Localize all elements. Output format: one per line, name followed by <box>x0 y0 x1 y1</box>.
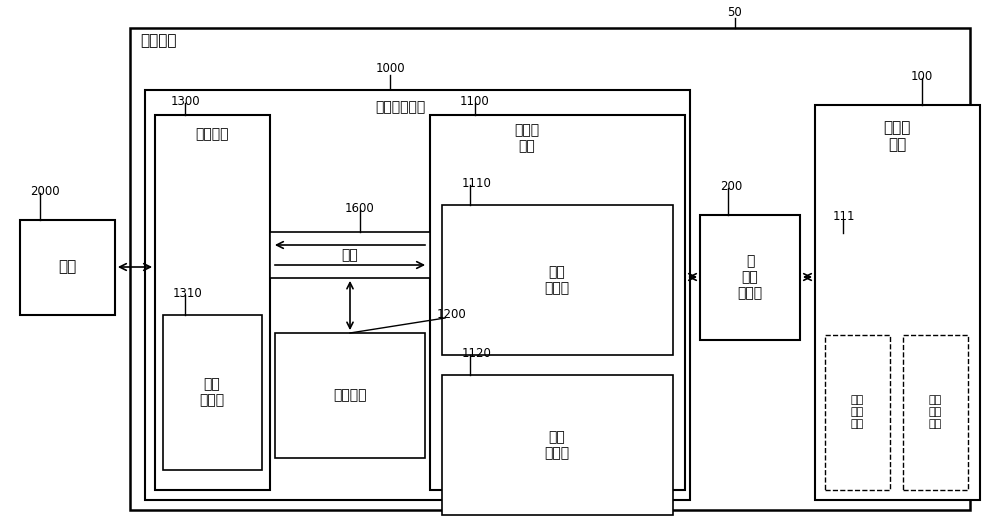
Text: 数据
编码器: 数据 编码器 <box>544 265 570 295</box>
Bar <box>903 335 968 490</box>
Bar <box>442 205 673 355</box>
Text: 总线: 总线 <box>342 248 358 262</box>
Text: 存储器控制器: 存储器控制器 <box>375 100 425 114</box>
Text: 1120: 1120 <box>462 347 492 360</box>
Bar <box>275 333 425 458</box>
Text: 失败
位线
信息: 失败 位线 信息 <box>928 396 942 429</box>
Text: 存储器
接口: 存储器 接口 <box>514 123 540 153</box>
Bar <box>130 28 970 510</box>
Text: 111: 111 <box>833 210 856 223</box>
Bar <box>270 232 430 278</box>
Text: 2000: 2000 <box>30 185 60 198</box>
Text: 1000: 1000 <box>375 62 405 75</box>
Text: 1600: 1600 <box>345 202 375 215</box>
Text: 存储器
装置: 存储器 装置 <box>883 120 911 153</box>
Text: 存储装置: 存储装置 <box>140 33 176 48</box>
Bar <box>145 90 690 500</box>
Text: 主机接口: 主机接口 <box>195 127 229 141</box>
Bar <box>430 115 685 490</box>
Bar <box>700 215 800 340</box>
Text: 100: 100 <box>911 70 933 83</box>
Text: 1310: 1310 <box>173 287 203 300</box>
Bar <box>815 105 980 500</box>
Bar <box>825 335 890 490</box>
Bar <box>20 220 115 315</box>
Text: 200: 200 <box>720 180 742 193</box>
Bar <box>155 115 270 490</box>
Text: 错误
校正器: 错误 校正器 <box>544 430 570 460</box>
Text: 1300: 1300 <box>170 95 200 108</box>
Text: 1100: 1100 <box>460 95 490 108</box>
Bar <box>442 375 673 515</box>
Text: 层转换器: 层转换器 <box>333 388 367 402</box>
Text: 50: 50 <box>728 5 742 18</box>
Bar <box>163 315 262 470</box>
Text: 1200: 1200 <box>437 308 467 321</box>
Text: 主机: 主机 <box>58 259 76 275</box>
Text: 1110: 1110 <box>462 177 492 190</box>
Text: 泵
电压
生成器: 泵 电压 生成器 <box>737 254 763 300</box>
Text: 命令
检查器: 命令 检查器 <box>199 377 225 407</box>
Text: 访问
限制
区域: 访问 限制 区域 <box>850 396 864 429</box>
